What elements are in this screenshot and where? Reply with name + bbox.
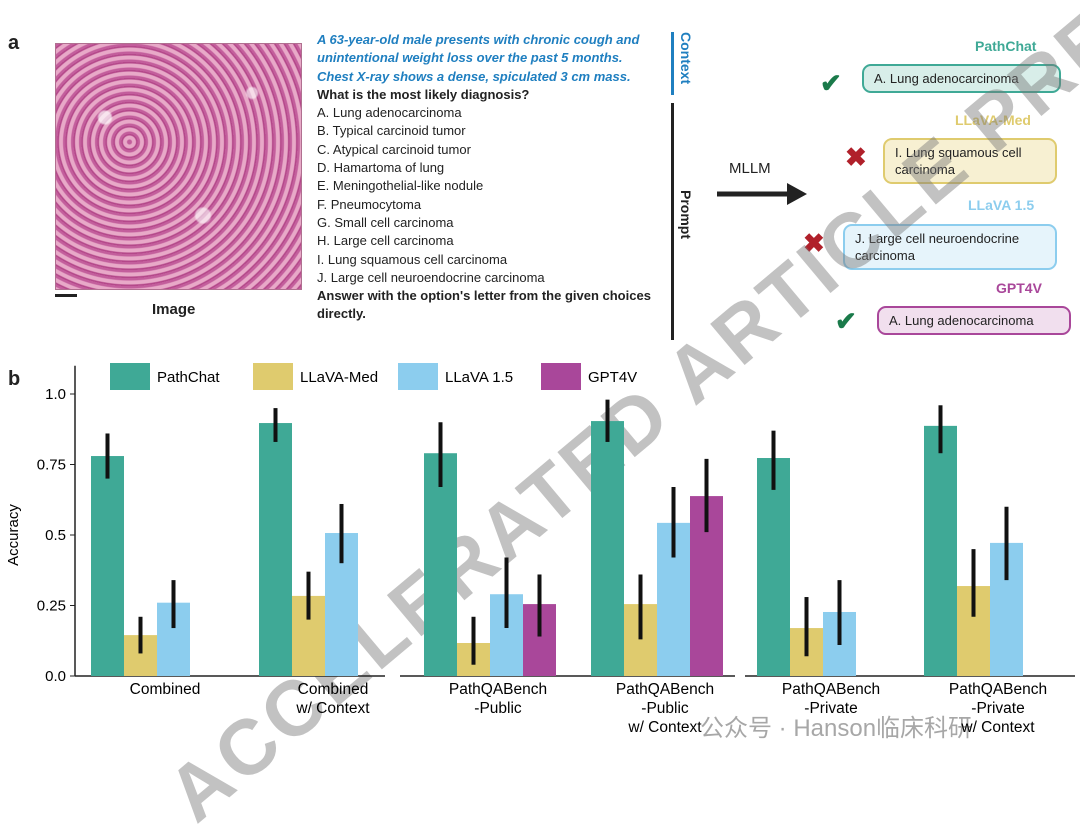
context-bracket <box>671 32 674 95</box>
option-item: G. Small cell carcinoma <box>317 214 454 230</box>
option-item: B. Typical carcinoid tumor <box>317 123 466 139</box>
context-text: A 63-year-old male presents with chronic… <box>317 32 640 84</box>
check-icon: ✔ <box>820 68 842 98</box>
y-tick-label: 0.75 <box>37 457 66 474</box>
y-tick-label: 0.5 <box>45 527 66 544</box>
option-item: E. Meningothelial-like nodule <box>317 178 484 194</box>
bar-pathchat <box>924 425 957 676</box>
prompt-text: A 63-year-old male presents with chronic… <box>317 31 662 324</box>
bar-pathchat <box>424 453 457 676</box>
option-item: C. Atypical carcinoid tumor <box>317 141 471 157</box>
bar-pathchat <box>757 458 790 676</box>
x-tick-label: -Public <box>474 700 522 717</box>
model-name: LLaVA 1.5 <box>968 197 1035 213</box>
cross-icon: ✖ <box>803 228 825 258</box>
bar-pathchat <box>259 423 292 676</box>
histology-image <box>55 43 302 290</box>
x-tick-label: w/ Context <box>960 719 1035 736</box>
x-tick-label: PathQABench <box>782 681 880 698</box>
accuracy-bar-chart: 0.0 0.25 0.5 0.75 1.0 Accuracy Combined Combine… <box>5 363 1075 736</box>
response-bubble: A. Lung adenocarcinoma <box>877 306 1071 335</box>
legend-swatch <box>398 363 438 390</box>
instruction-text: Answer with the option's letter from the… <box>317 288 651 322</box>
x-tick-label: PathQABench <box>449 681 547 698</box>
panel-b-label: b <box>8 368 21 390</box>
legend-label: GPT4V <box>588 369 637 386</box>
cross-icon: ✖ <box>845 142 867 172</box>
wechat-watermark: 公众号 · Hanson临床科研 <box>700 715 973 742</box>
model-name: GPT4V <box>996 280 1042 296</box>
y-tick-label: 1.0 <box>45 386 66 403</box>
x-tick-label: Combined <box>298 681 369 698</box>
panel-a-label: a <box>8 32 20 54</box>
arrow-icon <box>717 183 807 205</box>
legend-swatch <box>253 363 293 390</box>
bar-pathchat <box>91 456 124 676</box>
option-item: J. Large cell neuroendocrine carcinoma <box>317 269 545 285</box>
response-bubble: I. Lung squamous cell carcinoma <box>883 138 1057 184</box>
legend-label: LLaVA-Med <box>300 369 378 386</box>
bar-pathchat <box>591 421 624 676</box>
option-item: A. Lung adenocarcinoma <box>317 105 462 121</box>
prompt-bracket <box>671 103 674 340</box>
model-name: LLaVA-Med <box>955 112 1031 128</box>
option-item: F. Pneumocytoma <box>317 196 422 212</box>
y-tick-label: 0.25 <box>37 598 66 615</box>
scale-bar <box>55 294 77 297</box>
option-item: D. Hamartoma of lung <box>317 160 445 176</box>
legend-swatch <box>110 363 150 390</box>
x-tick-label: -Private <box>971 700 1024 717</box>
legend-label: LLaVA 1.5 <box>445 369 513 386</box>
legend-swatch <box>541 363 581 390</box>
x-tick-label: -Private <box>804 700 857 717</box>
x-tick-label: -Public <box>641 700 689 717</box>
x-tick-label: PathQABench <box>616 681 714 698</box>
y-axis-label: Accuracy <box>5 504 22 566</box>
model-name: PathChat <box>975 38 1037 54</box>
response-bubble: J. Large cell neuroendocrine carcinoma <box>843 224 1057 270</box>
question-text: What is the most likely diagnosis? <box>317 86 530 102</box>
x-tick-label: w/ Context <box>295 700 370 717</box>
legend-label: PathChat <box>157 369 220 386</box>
context-label: Context <box>678 32 694 85</box>
x-tick-label: Combined <box>130 681 201 698</box>
response-bubble: A. Lung adenocarcinoma <box>862 64 1061 93</box>
option-item: I. Lung squamous cell carcinoma <box>317 251 508 267</box>
check-icon: ✔ <box>835 306 857 336</box>
mllm-label: MLLM <box>729 160 771 177</box>
x-tick-label: PathQABench <box>949 681 1047 698</box>
y-tick-label: 0.0 <box>45 668 66 685</box>
prompt-label: Prompt <box>678 190 694 239</box>
image-label: Image <box>152 301 196 318</box>
x-tick-label: w/ Context <box>627 719 702 736</box>
option-item: H. Large cell carcinoma <box>317 233 454 249</box>
